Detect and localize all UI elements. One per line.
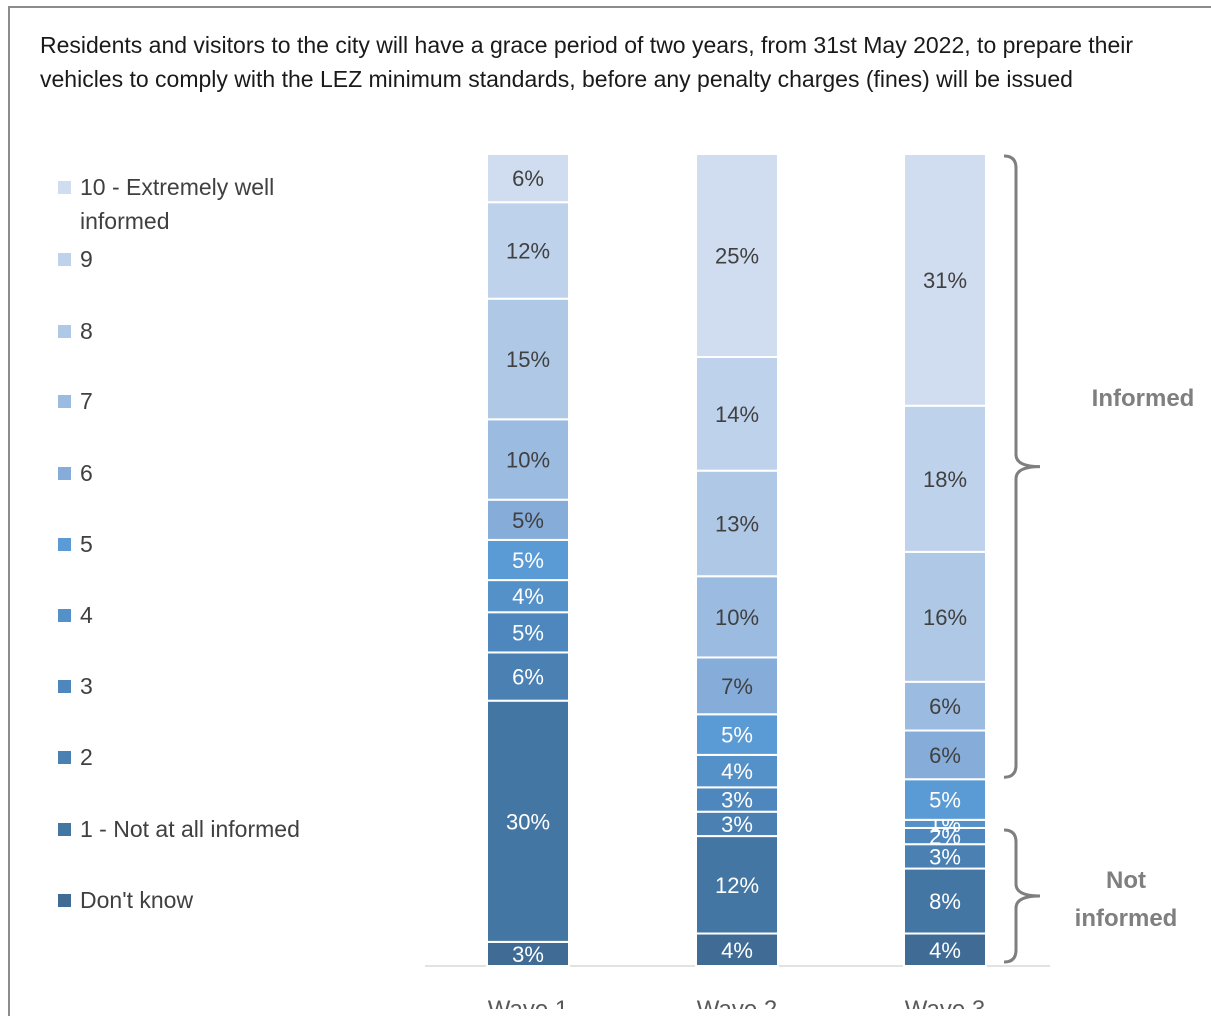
data-label: 6% [512,665,544,690]
bar-segment [903,729,987,781]
data-label: 31% [923,268,967,293]
data-label: 15% [506,347,550,372]
chart-title: Residents and visitors to the city will … [40,32,1134,92]
legend-swatch [58,894,71,907]
data-label: 5% [929,788,961,813]
data-label: 8% [929,889,961,914]
legend-label: Don't know [80,887,194,913]
bar-segment [486,940,570,967]
data-label: 6% [512,166,544,191]
bar-segment [903,153,987,407]
legend-label: 5 [80,531,93,557]
legend-swatch [58,181,71,194]
bar-segment [695,835,779,935]
data-label: 7% [721,674,753,699]
data-label: 10% [715,605,759,630]
data-label: 10% [506,448,550,473]
data-label: 3% [721,788,753,813]
data-label: 5% [512,508,544,533]
data-label: 12% [506,238,550,263]
bar-segment [486,699,570,943]
legend-item: 3 [58,669,360,703]
bar-segment [695,575,779,659]
bar-segment [695,469,779,578]
not-informed-annotation: Not informed [1074,867,1178,932]
bar-segment [903,778,987,821]
data-label: 5% [512,620,544,645]
data-label: 4% [512,584,544,609]
bar-segment [486,201,570,300]
legend-item: 10 - Extremely well informed [58,170,360,238]
bar-segment [695,810,779,838]
data-label: 5% [512,548,544,573]
data-label: 4% [929,938,961,963]
bar-segment [903,404,987,553]
informed-bracket [1003,154,1041,779]
bar-segment [695,753,779,789]
data-label: 4% [721,759,753,784]
bar-segment [903,843,987,870]
legend-item: 4 [58,598,360,632]
legend-label: 6 [80,460,93,486]
legend-swatch [58,467,71,480]
legend-item: 7 [58,384,360,418]
legend-item: 1 - Not at all informed [58,812,360,846]
bar-segment [486,297,570,421]
legend-item: 5 [58,527,360,561]
chart-frame [8,6,1211,1016]
bar-segment [695,713,779,756]
legend-label: 2 [80,744,93,770]
legend-label: 4 [80,602,93,628]
data-label: 25% [715,244,759,269]
legend-swatch [58,253,71,266]
legend-item: 6 [58,456,360,490]
bar-segment [486,153,570,204]
data-label: 6% [929,743,961,768]
legend-label: 9 [80,246,93,272]
data-label: 3% [929,844,961,869]
category-label: Wave 2 [697,996,777,1009]
legend-swatch [58,751,71,764]
legend-swatch [58,325,71,338]
data-label: 16% [923,605,967,630]
data-label: 3% [721,812,753,837]
category-label: Wave 3 [905,996,985,1009]
category-label: Wave 1 [488,996,568,1009]
legend-swatch [58,609,71,622]
informed-annotation: Informed [1091,385,1195,412]
data-label: 18% [923,467,967,492]
data-label: 30% [506,809,550,834]
bar-segment [486,498,570,541]
legend-item: 8 [58,314,360,348]
legend-label: 1 - Not at all informed [80,816,300,842]
data-label: 3% [512,942,544,967]
data-label: 13% [715,511,759,536]
not-informed-bracket [1003,828,1041,964]
legend-item: 2 [58,740,360,774]
legend-label: 10 - Extremely well informed [80,174,275,234]
legend-swatch [58,395,71,408]
bar-segment [486,651,570,702]
legend-label: 7 [80,388,93,414]
legend-label: 3 [80,673,93,699]
bar-segment [695,656,779,716]
data-label: 12% [715,873,759,898]
legend-item: 9 [58,242,360,276]
data-label: 6% [929,694,961,719]
bar-segment [486,418,570,501]
bar-segment [695,153,779,358]
legend-label: 8 [80,318,93,344]
data-label: 4% [721,938,753,963]
legend-swatch [58,680,71,693]
data-label: 5% [721,723,753,748]
bar-segment [903,867,987,935]
data-label: 14% [715,402,759,427]
legend-swatch [58,823,71,836]
legend-swatch [58,538,71,551]
legend-item: Don't know [58,883,360,917]
